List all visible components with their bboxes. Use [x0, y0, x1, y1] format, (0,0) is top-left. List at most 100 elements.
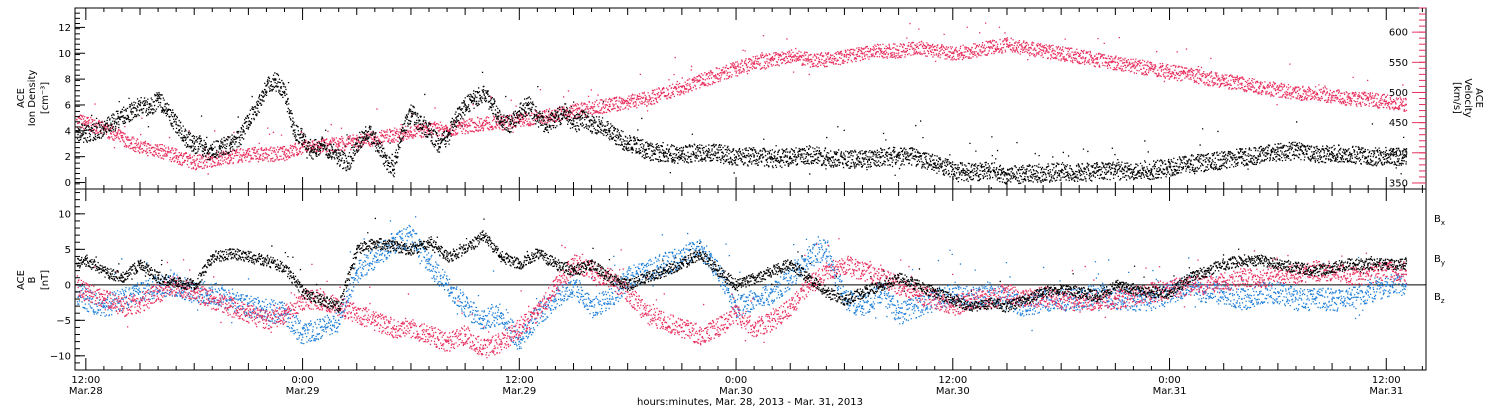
date-tick-label: Mar.28	[69, 386, 103, 397]
legend-bz: Bz	[1434, 292, 1445, 305]
data-point	[437, 142, 439, 145]
data-point	[419, 123, 421, 126]
data-point	[554, 284, 557, 286]
data-point	[951, 291, 954, 293]
data-point	[861, 269, 864, 272]
tick-label: 450	[1389, 118, 1408, 129]
data-point	[1042, 49, 1044, 52]
data-point	[117, 117, 120, 119]
data-point	[355, 269, 358, 272]
data-point	[211, 158, 214, 160]
tick-label: 0	[65, 280, 71, 291]
data-point	[337, 319, 340, 322]
data-point	[229, 252, 232, 254]
series-2-bz	[76, 238, 1408, 359]
data-point	[283, 152, 286, 154]
data-point	[1277, 291, 1279, 293]
scatter-cloud	[76, 238, 1408, 359]
data-point	[843, 298, 846, 300]
data-point	[103, 127, 105, 130]
date-tick-label: Mar.31	[1153, 386, 1187, 397]
data-point	[933, 291, 936, 293]
data-point	[825, 155, 828, 158]
data-point	[157, 276, 159, 279]
data-point	[157, 291, 159, 293]
data-point	[518, 340, 521, 343]
data-point	[663, 319, 665, 322]
data-point	[1385, 284, 1388, 286]
data-point	[139, 301, 141, 304]
magnetic-field-ylabel-1: ACE	[16, 270, 27, 290]
data-point	[1024, 172, 1026, 175]
data-point	[897, 276, 900, 279]
data-point	[807, 255, 810, 258]
data-point	[554, 112, 557, 115]
data-point	[1060, 52, 1062, 55]
data-point	[355, 248, 358, 251]
data-point	[735, 305, 737, 307]
data-point	[1114, 298, 1117, 300]
data-point	[861, 52, 864, 55]
data-point	[374, 255, 376, 258]
data-point	[410, 234, 412, 236]
data-point	[1078, 171, 1081, 173]
data-point	[1096, 58, 1099, 61]
data-point	[1277, 273, 1279, 275]
data-point	[1349, 97, 1351, 100]
data-point	[482, 91, 484, 93]
data-point	[139, 145, 141, 148]
data-point	[1204, 161, 1207, 163]
data-point	[951, 305, 954, 307]
data-point	[879, 276, 882, 279]
series-1	[76, 22, 1408, 175]
data-point	[265, 319, 268, 322]
scatter-cloud	[76, 71, 1408, 189]
data-point	[825, 269, 828, 272]
series-0	[76, 71, 1408, 189]
data-point	[229, 155, 232, 157]
data-point	[301, 136, 304, 139]
data-point	[175, 284, 177, 286]
data-point	[1222, 280, 1225, 283]
date-tick-label: Mar.29	[502, 386, 536, 397]
ion-density-velocity-scatter	[76, 22, 1408, 189]
data-point	[482, 234, 484, 236]
data-point	[1385, 154, 1388, 157]
data-point	[211, 298, 214, 300]
data-point	[1295, 149, 1297, 152]
data-point	[1240, 82, 1243, 85]
data-point	[130, 110, 132, 113]
date-tick-label: Mar.31	[1369, 386, 1403, 397]
time-tick-label: 0:00	[1158, 375, 1180, 386]
data-point	[1385, 269, 1388, 272]
data-point	[771, 291, 773, 293]
data-point	[626, 276, 629, 279]
data-point	[1114, 168, 1117, 171]
data-point	[482, 121, 484, 124]
data-point	[247, 312, 250, 315]
data-point	[157, 97, 159, 100]
time-tick-label: 12:00	[938, 375, 967, 386]
data-point	[121, 276, 123, 279]
data-point	[220, 145, 223, 148]
data-point	[951, 168, 954, 171]
data-point	[663, 152, 665, 154]
data-point	[1240, 298, 1243, 300]
date-tick-label: Mar.30	[936, 386, 970, 397]
data-point	[247, 255, 250, 258]
data-point	[518, 262, 521, 265]
data-point	[879, 291, 882, 293]
data-point	[1367, 273, 1370, 275]
data-point	[1042, 291, 1044, 293]
data-point	[103, 298, 105, 300]
velocity-ylabel-3: [km/s]	[1451, 82, 1462, 114]
data-point	[681, 255, 683, 258]
data-point	[1277, 150, 1279, 153]
data-point	[1349, 273, 1351, 275]
data-point	[1204, 269, 1207, 272]
data-point	[482, 319, 484, 322]
data-point	[76, 118, 78, 121]
ion-density-ylabel-2: Ion Density	[27, 70, 38, 127]
data-point	[608, 130, 611, 132]
data-point	[635, 142, 638, 145]
